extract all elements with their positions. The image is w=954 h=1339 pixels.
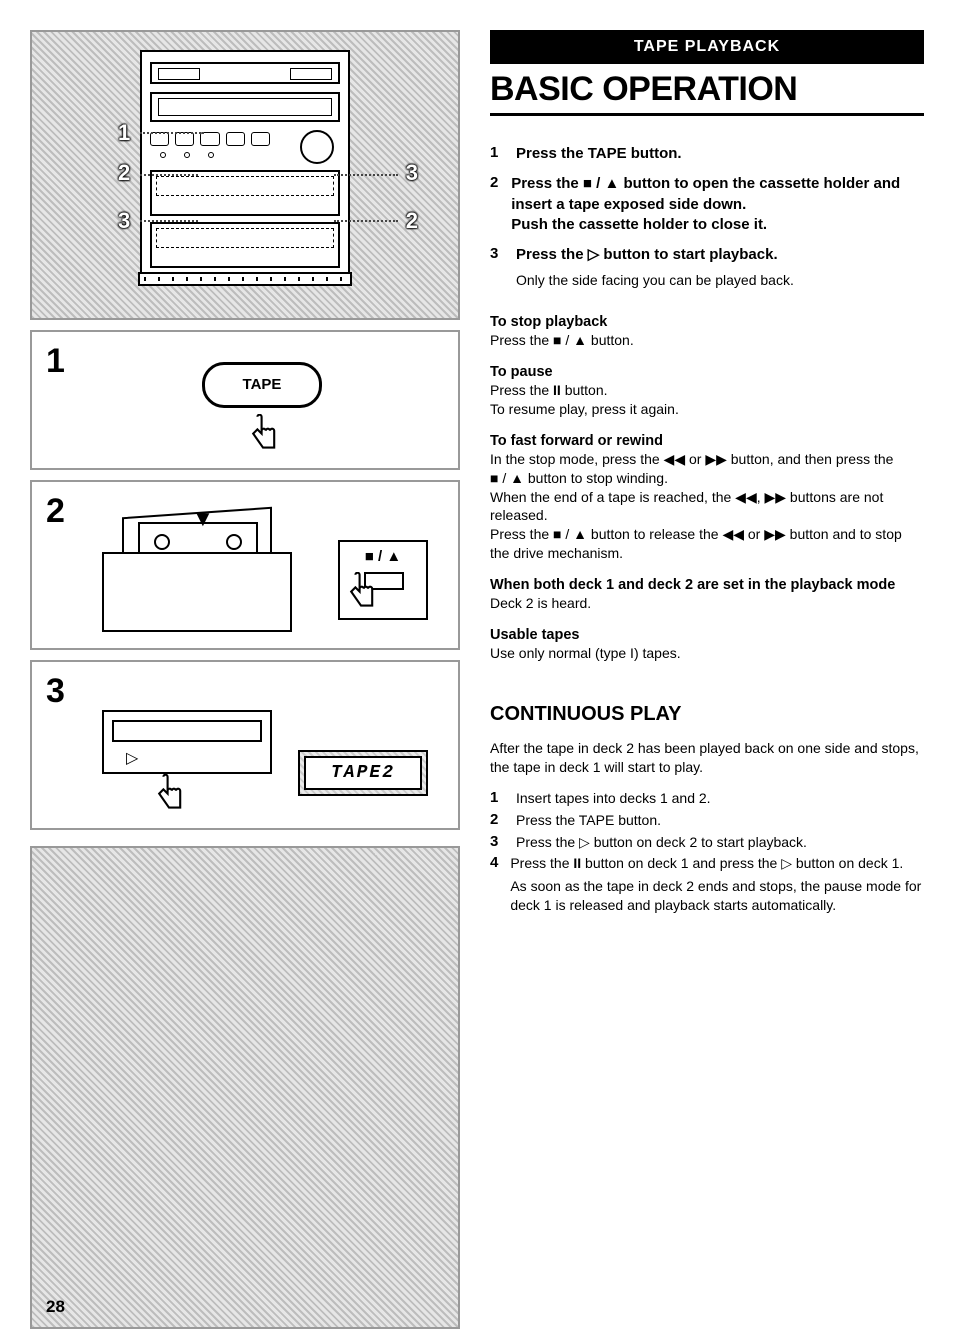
play-icon: ▷ (781, 854, 792, 873)
cp-step-1: 1Insert tapes into decks 1 and 2. (490, 789, 924, 808)
cassette-insert-illustration: ▼ (102, 512, 292, 632)
stop-eject-button-illustration: ■ / ▲ (338, 540, 428, 620)
hand-pointer-icon (344, 572, 378, 614)
stop-eject-label: ■ / ▲ (340, 548, 426, 565)
usable-heading: Usable tapes (490, 627, 924, 643)
callout-2-right: 2 (406, 208, 418, 234)
stop-eject-icon: ■ / ▲ (553, 525, 587, 544)
fastforward-icon: ▶▶ (765, 488, 787, 507)
cp-step-2: 2Press the TAPE button. (490, 811, 924, 830)
pause-icon: II (553, 381, 561, 400)
continuous-play-steps: 1Insert tapes into decks 1 and 2. 2Press… (490, 789, 924, 918)
bothdecks-text: Deck 2 is heard. (490, 594, 924, 613)
continuous-play-intro: After the tape in deck 2 has been played… (490, 739, 924, 777)
ff-text: In the stop mode, press the ◀◀ or ▶▶ but… (490, 450, 924, 563)
deck-play-illustration: ▷ (102, 710, 272, 774)
callout-1-left: 1 (118, 120, 130, 146)
rewind-icon: ◀◀ (735, 488, 757, 507)
step3-panel: 3 ▷ TAPE2 (30, 660, 460, 830)
fastforward-icon: ▶▶ (705, 450, 727, 469)
usable-text: Use only normal (type I) tapes. (490, 644, 924, 663)
texture-filler (30, 846, 460, 1329)
stop-eject-icon: ■ / ▲ (583, 174, 619, 194)
lcd-text: TAPE2 (304, 756, 422, 790)
pause-icon: II (573, 854, 581, 873)
main-step-2: 2 Press the ■ / ▲ button to open the cas… (490, 174, 924, 235)
rewind-icon: ◀◀ (722, 525, 744, 544)
play-icon: ▷ (588, 245, 600, 265)
stereo-diagram-panel: 1 2 3 3 2 (30, 30, 460, 320)
hand-pointer-icon (246, 414, 280, 456)
right-column: TAPE PLAYBACK BASIC OPERATION 1 Press th… (490, 30, 924, 1329)
play-icon: ▷ (126, 748, 138, 768)
step1-number: 1 (46, 342, 65, 381)
cp-step-4: 4 Press the II button on deck 1 and pres… (490, 854, 924, 915)
page-title: BASIC OPERATION (490, 70, 924, 116)
play-icon: ▷ (579, 833, 590, 852)
bothdecks-heading: When both deck 1 and deck 2 are set in t… (490, 577, 924, 593)
step2-number: 2 (46, 492, 65, 531)
callout-3-right: 3 (406, 160, 418, 186)
stop-eject-icon: ■ / ▲ (553, 331, 587, 350)
rewind-icon: ◀◀ (664, 450, 686, 469)
lcd-display: TAPE2 (298, 750, 428, 796)
left-column: 1 2 3 3 2 1 TAPE 2 ▼ ■ / ▲ (30, 30, 460, 1329)
step3-number: 3 (46, 672, 65, 711)
step1-panel: 1 TAPE (30, 330, 460, 470)
main-step-1: 1 Press the TAPE button. (490, 144, 924, 164)
stop-heading: To stop playback (490, 314, 924, 330)
main-step-3: 3 Press the ▷ button to start playback. … (490, 245, 924, 290)
callout-3-left: 3 (118, 208, 130, 234)
stereo-unit-illustration (140, 50, 350, 280)
page-number: 28 (46, 1297, 65, 1317)
callout-2-left: 2 (118, 160, 130, 186)
ff-heading: To fast forward or rewind (490, 433, 924, 449)
stop-text: Press the ■ / ▲ button. (490, 331, 924, 350)
cp-step-3: 3 Press the ▷ button on deck 2 to start … (490, 833, 924, 852)
stop-eject-icon: ■ / ▲ (490, 469, 524, 488)
pause-heading: To pause (490, 364, 924, 380)
tape-button-illustration: TAPE (202, 362, 322, 408)
pause-text: Press the II button. To resume play, pre… (490, 381, 924, 419)
main-steps-list: 1 Press the TAPE button. 2 Press the ■ /… (490, 144, 924, 300)
hand-pointer-icon (152, 774, 186, 816)
fastforward-icon: ▶▶ (764, 525, 786, 544)
step2-panel: 2 ▼ ■ / ▲ (30, 480, 460, 650)
continuous-play-title: CONTINUOUS PLAY (490, 703, 924, 726)
section-header: TAPE PLAYBACK (490, 30, 924, 64)
